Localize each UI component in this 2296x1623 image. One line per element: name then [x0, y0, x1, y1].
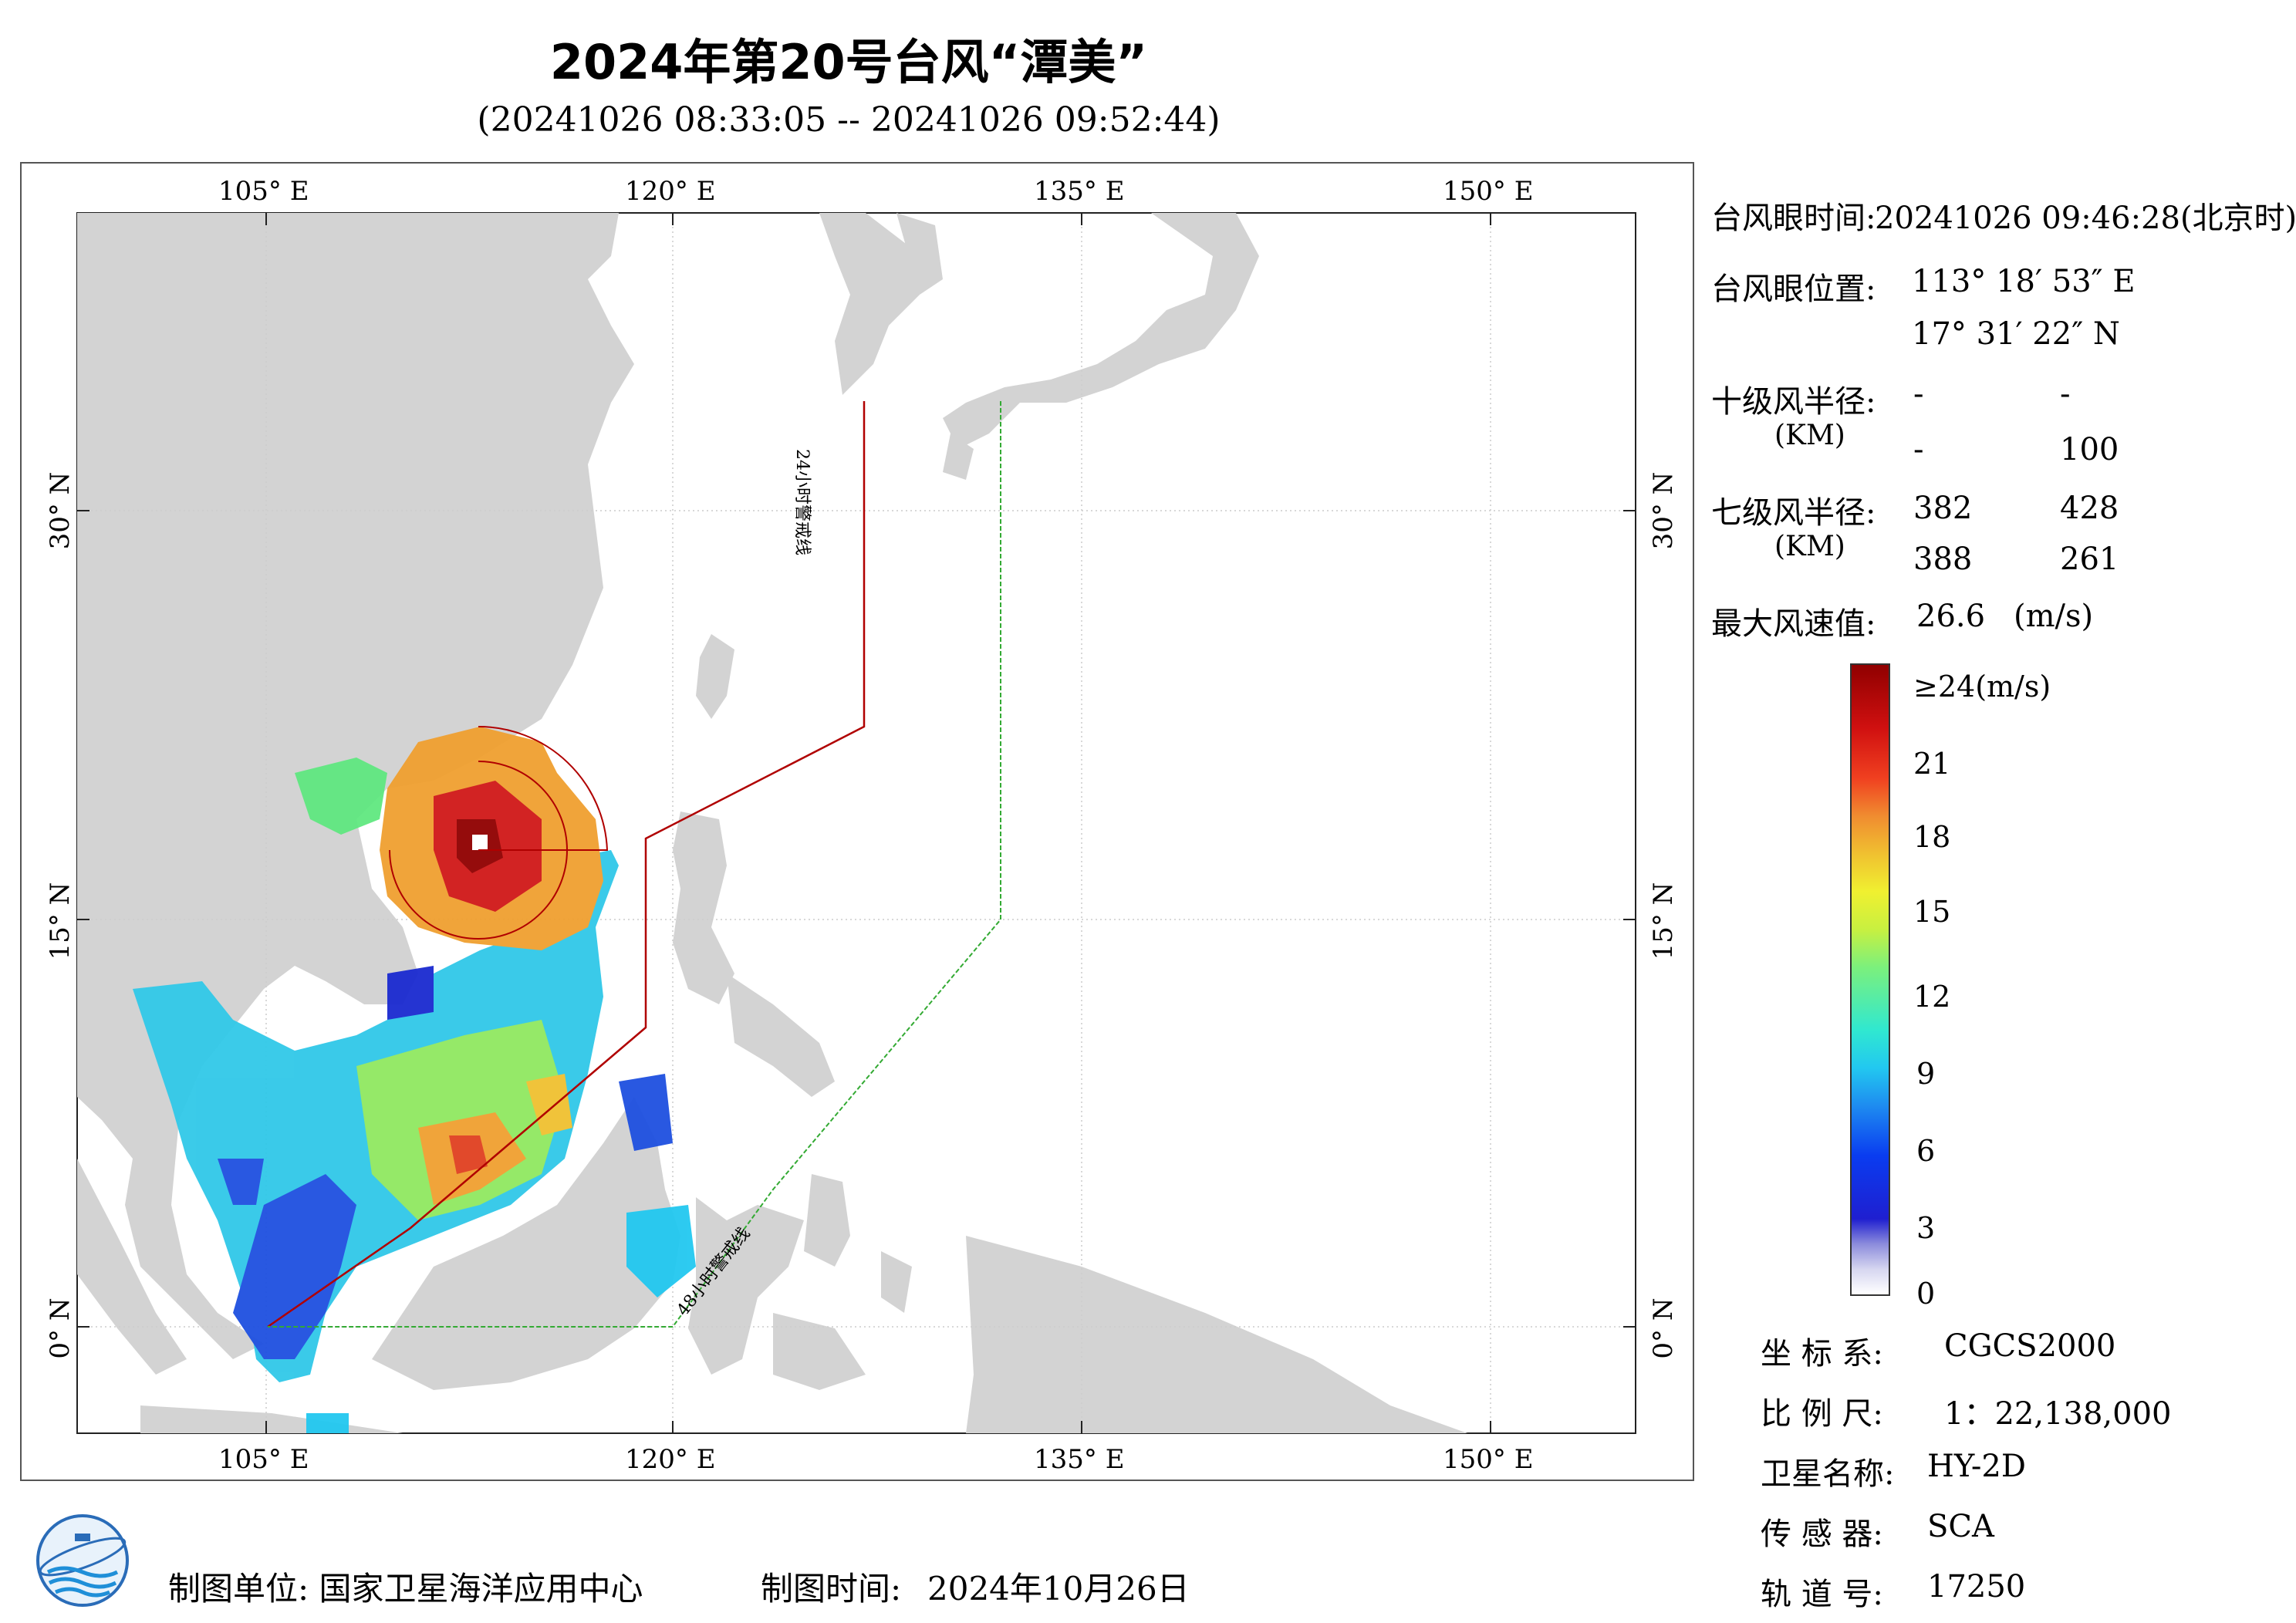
colorbar-label-6: 6	[1916, 1134, 1936, 1168]
colorbar-label-24: ≥24(m/s)	[1913, 670, 2051, 704]
colorbar-label-15: 15	[1913, 895, 1951, 929]
r10-value-nw: 100	[2060, 432, 2119, 467]
wind-speed-colorbar	[1850, 663, 1890, 1296]
nsoas-logo-icon	[36, 1514, 129, 1607]
map-ticks	[77, 213, 1636, 1433]
scale-value: 1：22,138,000	[1944, 1396, 2172, 1432]
lon-label-top-120: 120° E	[625, 176, 716, 207]
wind-field	[133, 727, 696, 1433]
r7-value-sw: 388	[1913, 542, 1973, 577]
lat-label-right-30: 30° N	[1648, 471, 1679, 550]
lon-label-bottom-120: 120° E	[625, 1444, 716, 1475]
r10-value-se: -	[2060, 376, 2071, 412]
scale-label: 比 例 尺:	[1761, 1396, 1883, 1432]
lat-label-right-15: 15° N	[1648, 882, 1679, 960]
lon-label-top-105: 105° E	[218, 176, 309, 207]
r10-value-sw: -	[1913, 432, 1924, 467]
r7-unit: (KM)	[1774, 531, 1845, 562]
eye-latitude: 17° 31′ 22″ N	[1912, 316, 2120, 352]
lat-label-left-30: 30° N	[45, 471, 76, 550]
lon-label-top-135: 135° E	[1034, 176, 1125, 207]
sensor-label: 传 感 器:	[1761, 1517, 1883, 1552]
colorbar-label-12: 12	[1913, 980, 1951, 1014]
map-canvas	[22, 164, 1693, 1480]
colorbar-label-9: 9	[1916, 1057, 1936, 1091]
map-subtitle: (20241026 08:33:05 -- 20241026 09:52:44)	[477, 100, 1221, 140]
colorbar-label-3: 3	[1916, 1211, 1936, 1245]
lat-label-left-0: 0° N	[45, 1297, 76, 1359]
r10-unit: (KM)	[1774, 420, 1845, 451]
r10-label: 十级风半径:	[1711, 384, 1876, 420]
lat-label-left-15: 15° N	[45, 882, 76, 960]
colorbar-label-18: 18	[1913, 820, 1951, 854]
crs-label: 坐 标 系:	[1761, 1336, 1883, 1372]
r7-value-ne: 382	[1913, 491, 1973, 526]
r7-label: 七级风半径:	[1711, 495, 1876, 531]
footer-date-value: 2024年10月26日	[927, 1570, 1190, 1608]
eye-time-value: 20241026 09:46:28(北京时)	[1875, 201, 2296, 236]
eye-longitude: 113° 18′ 53″ E	[1912, 264, 2136, 299]
colorbar-label-0: 0	[1916, 1277, 1936, 1311]
map-frame: 105° E 120° E 135° E 150° E 105° E 120° …	[20, 162, 1694, 1481]
eye-position-label: 台风眼位置:	[1711, 272, 1876, 307]
r7-value-nw: 261	[2060, 542, 2119, 577]
warning-label-24h: 24小时警戒线	[792, 449, 812, 555]
sensor-value: SCA	[1927, 1509, 1994, 1544]
max-wind-label: 最大风速值:	[1711, 606, 1876, 642]
footer-date-label: 制图时间:	[761, 1570, 902, 1608]
warning-line-24h	[267, 401, 866, 1328]
map-title: 2024年第20号台风“潭美”	[549, 34, 1148, 90]
satellite-label: 卫星名称:	[1761, 1456, 1895, 1492]
orbit-label: 轨 道 号:	[1761, 1577, 1883, 1612]
orbit-value: 17250	[1927, 1569, 2026, 1604]
lon-label-bottom-150: 150° E	[1443, 1444, 1534, 1475]
r7-value-se: 428	[2060, 491, 2119, 526]
max-wind-unit: (m/s)	[2014, 599, 2094, 634]
eye-time-label: 台风眼时间:	[1711, 201, 1876, 236]
lat-label-right-0: 0° N	[1648, 1297, 1679, 1359]
crs-value: CGCS2000	[1944, 1328, 2116, 1364]
warning-line-48h	[268, 401, 1001, 1328]
lon-label-bottom-135: 135° E	[1034, 1444, 1125, 1475]
r10-value-ne: -	[1913, 376, 1924, 412]
lon-label-bottom-105: 105° E	[218, 1444, 309, 1475]
wind-radius	[389, 725, 609, 940]
lon-label-top-150: 150° E	[1443, 176, 1534, 207]
satellite-value: HY-2D	[1927, 1449, 2026, 1484]
colorbar-label-21: 21	[1913, 747, 1951, 781]
max-wind-value: 26.6	[1916, 599, 1986, 634]
footer-organization: 制图单位: 国家卫星海洋应用中心	[168, 1570, 643, 1608]
land-masses	[77, 213, 1467, 1433]
